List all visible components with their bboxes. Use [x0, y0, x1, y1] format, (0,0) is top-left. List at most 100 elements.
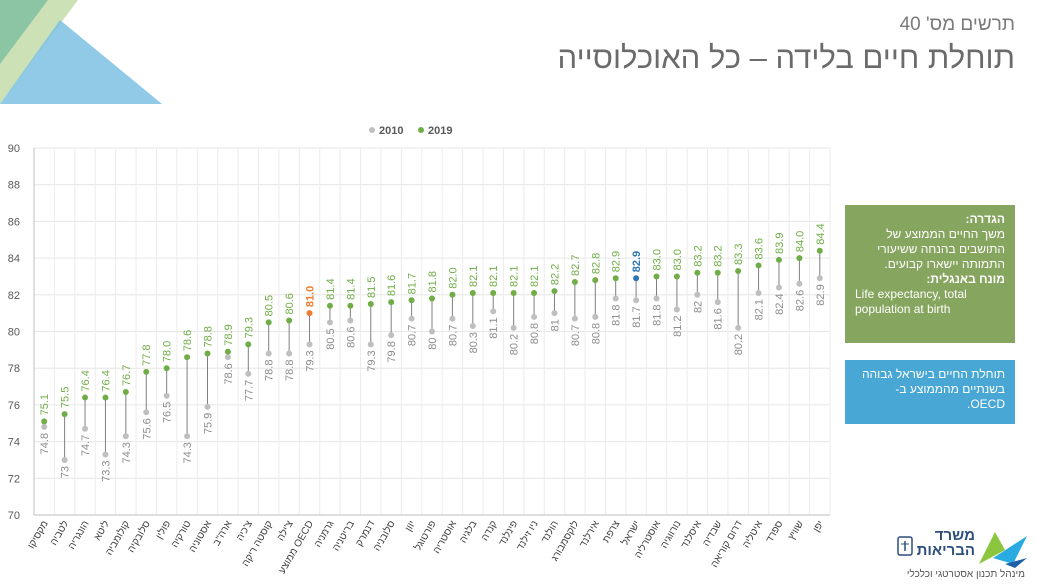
label-2010: 74.3 — [182, 442, 194, 463]
point-2019 — [61, 411, 68, 418]
label-2010: 73.3 — [100, 460, 112, 481]
label-2019: 76.7 — [121, 365, 133, 386]
label-2010: 74.3 — [121, 442, 133, 463]
point-2010 — [265, 350, 272, 357]
point-2019 — [265, 319, 272, 326]
english-term-heading: מונח באנגלית: — [926, 272, 1005, 286]
point-2010 — [306, 341, 313, 348]
label-2010: 75.6 — [141, 418, 153, 439]
y-tick-label: 72 — [8, 473, 20, 485]
x-category-label: איטליה — [740, 518, 765, 550]
label-2019: 83.9 — [774, 233, 786, 254]
point-2010 — [694, 291, 701, 298]
label-2019: 82.0 — [447, 267, 459, 288]
label-2019: 83.2 — [713, 245, 725, 266]
point-2019 — [612, 275, 619, 282]
point-2010 — [531, 313, 538, 320]
label-2019: 81.7 — [407, 273, 419, 294]
point-2010 — [326, 319, 333, 326]
point-2010 — [755, 289, 762, 296]
label-2019: 82.1 — [488, 266, 500, 287]
note-text: תוחלת החיים בישראל גבוהה בשנתיים מהממוצע… — [861, 367, 1005, 411]
point-2019 — [408, 297, 415, 304]
y-tick-label: 76 — [8, 400, 20, 412]
point-2010 — [571, 315, 578, 322]
x-category-label: מקסיקו — [26, 519, 51, 551]
point-2010 — [184, 433, 191, 440]
point-2019 — [163, 365, 170, 372]
point-2019 — [592, 277, 599, 284]
point-2010 — [816, 275, 823, 282]
x-category-label: יוון — [403, 519, 418, 533]
ministry-name: משרד הבריאות — [917, 528, 975, 558]
y-tick-label: 86 — [8, 216, 20, 228]
point-2010 — [633, 297, 640, 304]
point-2019 — [143, 368, 150, 375]
point-2019 — [347, 302, 354, 309]
x-category-label: שוויץ — [786, 519, 806, 542]
point-2019 — [775, 256, 782, 263]
label-2010: 80.8 — [590, 323, 602, 344]
x-category-label: פולין — [153, 519, 173, 542]
y-tick-label: 84 — [8, 253, 20, 265]
y-tick-label: 90 — [8, 143, 20, 155]
point-2019 — [490, 289, 497, 296]
label-2019: 83.0 — [672, 249, 684, 270]
point-2010 — [347, 317, 354, 324]
x-category-label: צ'ילה — [275, 518, 296, 543]
series-marks: 75.1 74.8 75.5 73 76.4 74.7 76.4 73.3 76.7 74.3 77… — [39, 223, 827, 482]
point-2010 — [102, 451, 109, 458]
label-2019: 77.8 — [141, 344, 153, 365]
label-2019: 81.5 — [366, 277, 378, 298]
point-2010 — [449, 315, 456, 322]
x-category-label: בלגיה — [457, 518, 479, 545]
corner-triangle-green — [0, 0, 48, 64]
point-2019 — [122, 389, 129, 396]
x-category-label: יפן — [811, 519, 826, 534]
label-2010: 82.6 — [794, 290, 806, 311]
point-2010 — [735, 324, 742, 331]
label-2010: 80.3 — [468, 332, 480, 353]
label-2010: 80.2 — [733, 334, 745, 355]
label-2010: 73 — [60, 466, 72, 478]
label-2019: 78.9 — [223, 324, 235, 345]
point-2010 — [122, 433, 129, 440]
label-2010: 82.9 — [815, 284, 827, 305]
point-2019 — [184, 354, 191, 361]
label-2010: 81.6 — [713, 308, 725, 329]
label-2010: 78.8 — [264, 360, 276, 381]
x-category-label: הונגריה — [67, 519, 92, 551]
label-2010: 81.2 — [672, 315, 684, 336]
label-2010: 82.1 — [754, 299, 766, 320]
point-2019 — [367, 300, 374, 307]
label-2019: 82.1 — [529, 266, 541, 287]
point-2010 — [367, 341, 374, 348]
label-2010: 81.1 — [488, 317, 500, 338]
label-2010: 79.3 — [366, 350, 378, 371]
state-emblem-icon — [897, 536, 913, 556]
point-2010 — [490, 308, 497, 315]
y-tick-label: 88 — [8, 180, 20, 192]
department-name: מינהל תכנון אסטרטגי וכלכלי — [906, 569, 1025, 580]
label-2019: 78.6 — [182, 330, 194, 351]
label-2010: 80.8 — [529, 323, 541, 344]
note-box: תוחלת החיים בישראל גבוהה בשנתיים מהממוצע… — [845, 360, 1015, 424]
label-2010: 75.9 — [202, 413, 214, 434]
point-2019 — [429, 295, 435, 302]
label-2010: 82 — [692, 301, 704, 313]
y-tick-label: 70 — [8, 510, 20, 522]
point-2019 — [551, 288, 558, 295]
label-2010: 80.5 — [325, 328, 337, 349]
point-2010 — [612, 295, 619, 302]
point-2019 — [571, 278, 578, 285]
label-2010: 76.5 — [162, 402, 174, 423]
point-2010 — [41, 423, 48, 430]
point-2010 — [224, 354, 231, 361]
label-2019: 80.5 — [264, 295, 276, 316]
label-2019: 75.5 — [60, 387, 72, 408]
legend-label-2010: 2010 — [379, 125, 403, 137]
x-category-label: ליטא — [91, 519, 112, 543]
x-category-label: הולנד — [539, 519, 561, 546]
label-2019: 84.4 — [815, 223, 827, 244]
